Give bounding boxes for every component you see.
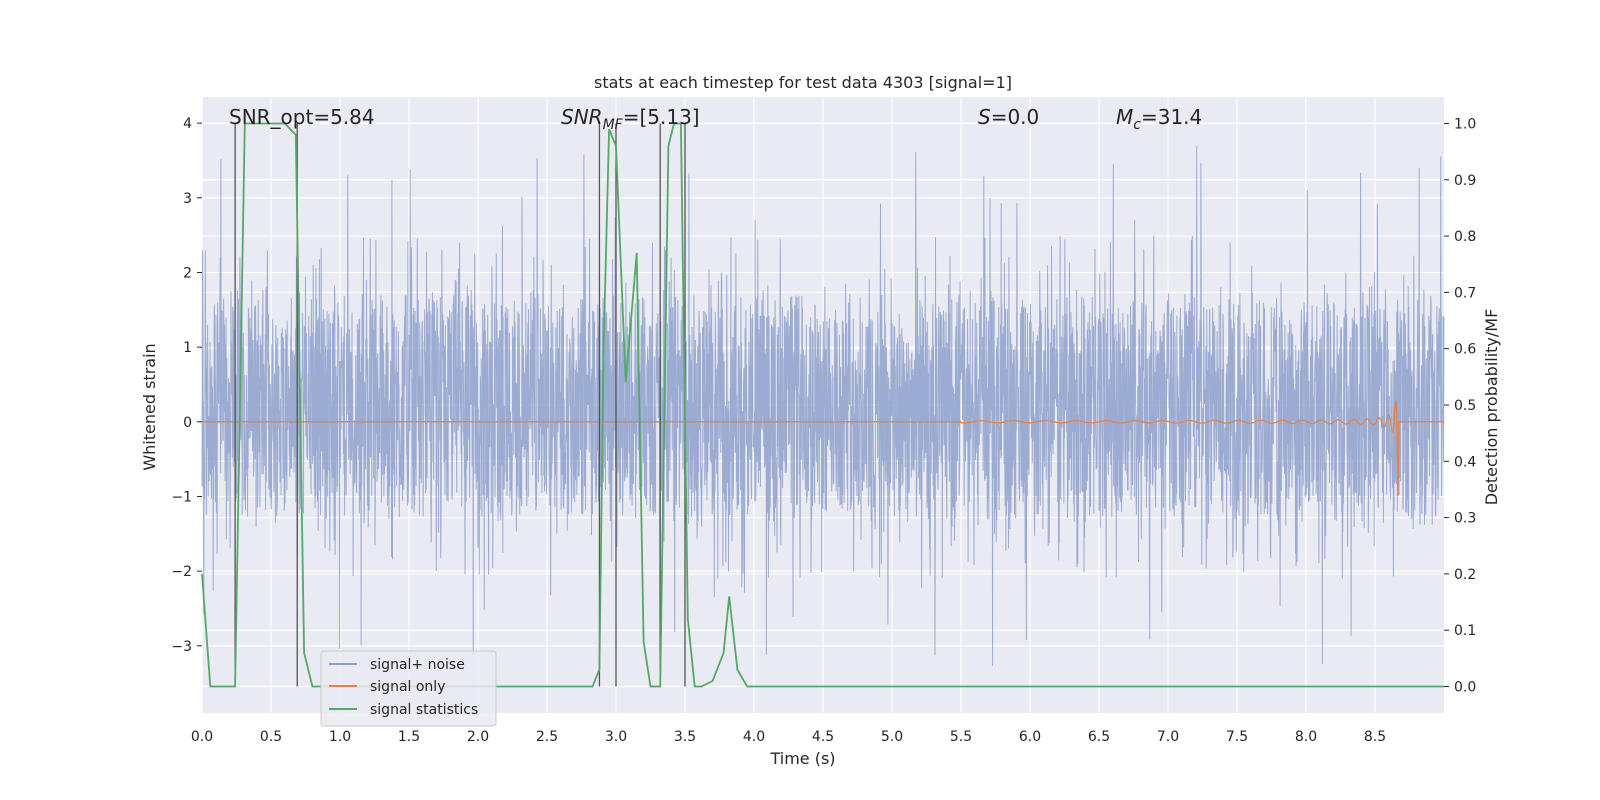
- y-right-tick-label: 0.0: [1454, 680, 1476, 696]
- series-line-signal-statistics: [201, 122, 1444, 688]
- annotation-mc-sub: c: [1133, 117, 1141, 133]
- y-tick-label: 2: [183, 265, 192, 281]
- y-axis-ticks: −3 −2 −1 0 1 2 3 4: [171, 116, 202, 655]
- series-signal-only: [202, 400, 1444, 496]
- x-tick-label: 3.5: [674, 729, 696, 745]
- annotation-mc-value: =31.4: [1141, 105, 1202, 129]
- annotation-s-symbol: S: [978, 105, 991, 129]
- x-tick-label: 1.5: [398, 729, 420, 745]
- x-tick-label: 5.0: [881, 729, 903, 745]
- x-tick-label: 6.0: [1019, 729, 1041, 745]
- x-tick-label: 8.0: [1295, 729, 1317, 745]
- x-tick-label: 3.0: [605, 729, 627, 745]
- x-tick-label: 4.0: [743, 729, 765, 745]
- annotation-mc: Mc=31.4: [1116, 105, 1202, 133]
- y-tick-label: −3: [171, 639, 192, 655]
- y-tick-label: 4: [183, 116, 192, 132]
- legend-box: [320, 650, 497, 727]
- legend: signal+ noise signal only signal statist…: [320, 650, 497, 727]
- legend-label-signal-statistics: signal statistics: [370, 702, 478, 718]
- series-line-signal-plus-noise: [201, 145, 1445, 668]
- x-tick-label: 2.5: [536, 729, 558, 745]
- y-tick-label: −1: [171, 489, 192, 505]
- x-axis-label: Time (s): [769, 749, 835, 768]
- y-tick-label: 0: [183, 415, 192, 431]
- annotation-s: S=0.0: [978, 105, 1039, 129]
- x-axis-ticks: 0.0 0.5 1.0 1.5 2.0 2.5 3.0 3.5 4.0 4.5 5.0 5.5 6.0 6…: [191, 729, 1386, 745]
- y-axis-right-label: Detection probability/MF: [1482, 309, 1501, 506]
- annotation-snr-opt: SNR_opt=5.84: [229, 105, 375, 129]
- annotation-snr-mf-value: =[5.13]: [623, 105, 700, 129]
- annotation-snr-mf-symbol: SNR: [561, 105, 603, 129]
- y-tick-label: −2: [171, 564, 192, 580]
- y-right-tick-label: 0.4: [1454, 454, 1476, 470]
- y-right-tick-label: 0.7: [1454, 285, 1476, 301]
- legend-label-signal-only: signal only: [370, 679, 445, 695]
- chart-title: stats at each timestep for test data 430…: [594, 73, 1012, 92]
- x-tick-label: 0.0: [191, 729, 213, 745]
- x-tick-label: 2.0: [467, 729, 489, 745]
- y-right-tick-label: 0.3: [1454, 511, 1476, 527]
- y-right-tick-label: 0.2: [1454, 567, 1476, 583]
- x-tick-label: 7.0: [1157, 729, 1179, 745]
- y-right-tick-label: 0.5: [1454, 398, 1476, 414]
- annotation-snr-mf: SNRMF=[5.13]: [561, 105, 700, 133]
- x-tick-label: 8.5: [1364, 729, 1386, 745]
- y-right-tick-label: 0.8: [1454, 229, 1476, 245]
- annotation-snr-mf-sub: MF: [603, 117, 624, 133]
- annotation-mc-symbol: M: [1116, 105, 1133, 129]
- y-right-tick-label: 0.6: [1454, 342, 1476, 358]
- legend-label-signal-plus-noise: signal+ noise: [370, 657, 465, 673]
- y-right-tick-label: 0.1: [1454, 623, 1476, 639]
- x-tick-label: 6.5: [1088, 729, 1110, 745]
- y-right-tick-label: 1.0: [1454, 116, 1476, 132]
- x-tick-label: 4.5: [812, 729, 834, 745]
- annotation-s-value: =0.0: [991, 105, 1040, 129]
- series-line-signal-only: [202, 400, 1444, 496]
- y-tick-label: 3: [183, 191, 192, 207]
- y-right-tick-label: 0.9: [1454, 173, 1476, 189]
- x-tick-label: 7.5: [1226, 729, 1248, 745]
- series-signal-plus-noise: [201, 145, 1445, 668]
- x-tick-label: 0.5: [260, 729, 282, 745]
- x-tick-label: 1.0: [329, 729, 351, 745]
- y-axis-label: Whitened strain: [140, 343, 159, 470]
- y-axis-right-ticks: 0.0 0.1 0.2 0.3 0.4 0.5 0.6 0.7 0.8 0.9 1.0: [1444, 116, 1476, 696]
- series-signal-statistics: [201, 122, 1444, 688]
- x-tick-label: 5.5: [950, 729, 972, 745]
- y-tick-label: 1: [183, 340, 192, 356]
